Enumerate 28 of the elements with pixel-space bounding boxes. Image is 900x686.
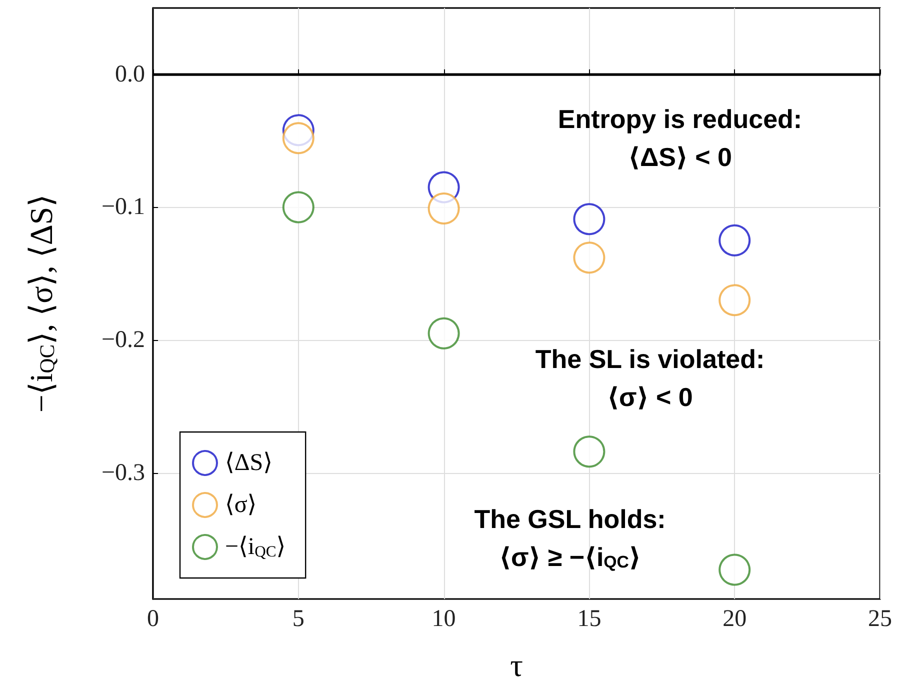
x-tick-label: 15 xyxy=(577,606,602,632)
point xyxy=(428,192,460,225)
legend-label: ⟨ΔS⟩ xyxy=(225,450,273,476)
annotation: Entropy is reduced: ⟨ΔS⟩ < 0 xyxy=(558,104,802,172)
point xyxy=(718,224,751,256)
point xyxy=(428,317,460,350)
point xyxy=(573,203,606,236)
x-tick-label: 0 xyxy=(147,606,159,632)
point xyxy=(282,191,314,224)
point xyxy=(718,554,751,586)
legend-label: −⟨iQC⟩ xyxy=(225,534,286,560)
point xyxy=(282,122,314,154)
y-tick-label: −0.2 xyxy=(101,327,145,354)
x-axis-title: τ xyxy=(510,647,524,683)
point xyxy=(573,436,606,468)
annotation: The GSL holds: ⟨σ⟩ ≥ −⟨iQC⟩ xyxy=(474,504,666,572)
x-tick-label: 20 xyxy=(722,606,747,632)
point xyxy=(718,284,751,316)
x-tick-label: 10 xyxy=(432,606,456,632)
annotation: The SL is violated: ⟨σ⟩ < 0 xyxy=(535,344,765,412)
legend-label: ⟨σ⟩ xyxy=(225,492,257,518)
y-tick-label: −0.1 xyxy=(101,194,145,220)
point xyxy=(573,242,606,274)
x-tick-label: 25 xyxy=(868,606,892,632)
x-tick-label: 5 xyxy=(292,606,304,632)
y-axis-title: −⟨iQC⟩, ⟨σ⟩, ⟨ΔS⟩ xyxy=(23,194,60,413)
y-tick-label: 0.0 xyxy=(115,61,145,88)
y-tick-label: −0.3 xyxy=(101,460,145,486)
